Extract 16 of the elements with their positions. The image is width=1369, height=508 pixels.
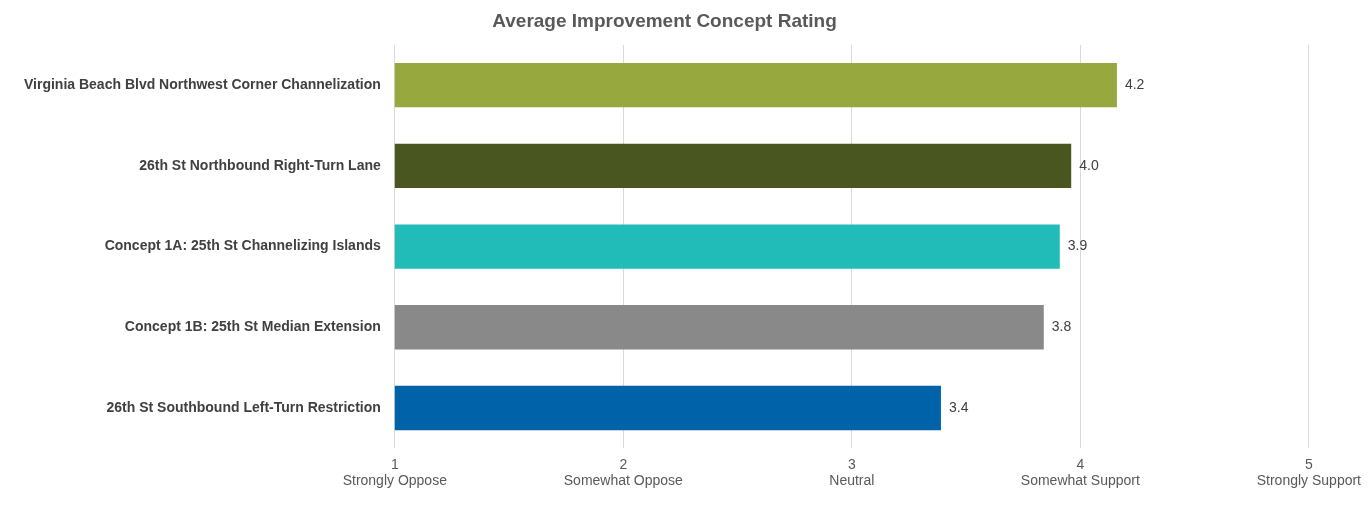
y-tick-label: Concept 1A: 25th St Channelizing Islands (104, 237, 381, 254)
x-tick-label: 3 Neutral (829, 455, 875, 489)
data-label: 4.0 (1079, 156, 1099, 173)
x-tick-label: 5 Strongly Support (1256, 455, 1362, 489)
x-tick-label: 2 Somewhat Oppose (563, 455, 684, 489)
y-tick-label: 26th St Northbound Right-Turn Lane (139, 156, 381, 173)
x-tick-label: 1 Strongly Oppose (342, 455, 448, 489)
data-label: 4.2 (1124, 76, 1145, 93)
chart-title: Average Improvement Concept Rating (492, 9, 837, 31)
data-label: 3.9 (1067, 237, 1088, 254)
y-tick-label: Virginia Beach Blvd Northwest Corner Channelization (23, 76, 381, 93)
x-tick-label: 4 Somewhat Support (1020, 455, 1140, 489)
data-label: 3.4 (948, 398, 969, 415)
data-label: 3.8 (1051, 318, 1072, 335)
y-tick-label: Concept 1B: 25th St Median Extension (124, 318, 381, 335)
y-tick-label: 26th St Southbound Left-Turn Restriction (106, 398, 381, 415)
